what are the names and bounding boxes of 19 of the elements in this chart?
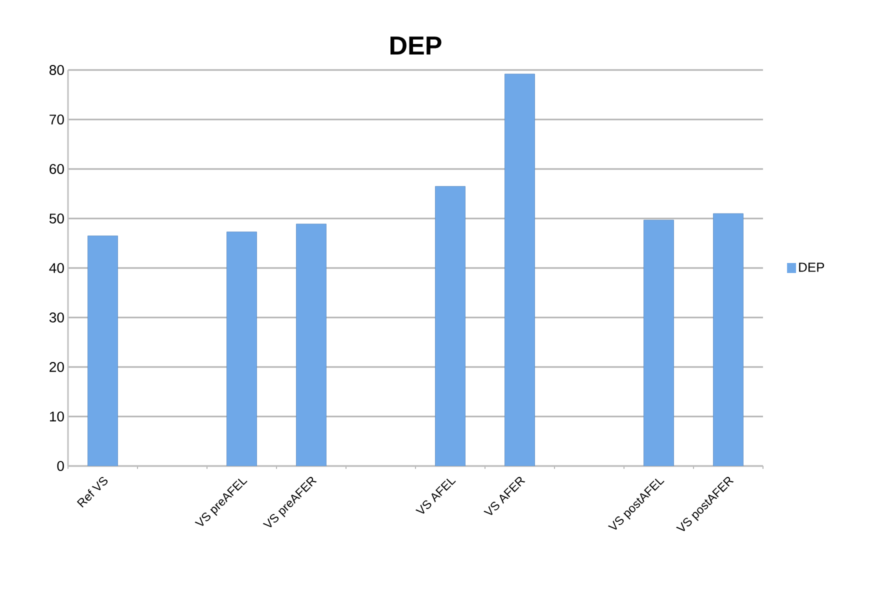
legend-label: DEP <box>799 262 824 272</box>
y-tick-label: 0 <box>57 461 64 471</box>
y-tick-label: 40 <box>49 263 64 273</box>
bar <box>435 186 466 466</box>
y-tick-label: 10 <box>50 412 64 422</box>
y-tick-label: 80 <box>50 65 64 75</box>
y-tick-label: 30 <box>49 312 64 322</box>
bar <box>644 220 674 466</box>
bar <box>226 232 257 466</box>
y-tick-label: 70 <box>50 114 64 124</box>
y-tick-label: 20 <box>50 362 64 372</box>
chart-title: DEP <box>390 36 442 55</box>
bar <box>296 224 326 466</box>
bar <box>713 213 744 466</box>
y-tick-label: 50 <box>49 214 64 224</box>
x-tick-label: Ref VS <box>76 476 108 508</box>
y-tick-label: 60 <box>50 164 64 174</box>
bar <box>504 74 535 466</box>
bar <box>88 236 118 466</box>
